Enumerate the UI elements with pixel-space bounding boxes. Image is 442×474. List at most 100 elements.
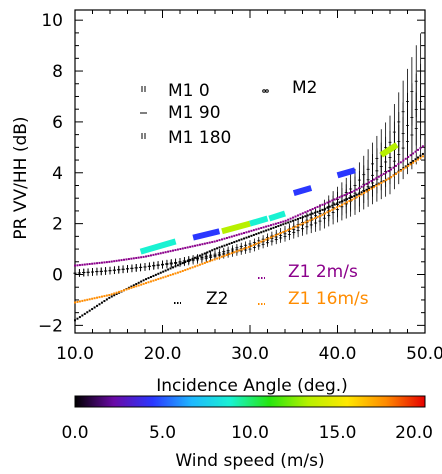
data-point [110,293,113,296]
data-point [412,161,415,164]
series-m1-90 [73,63,423,278]
data-point [201,253,204,256]
data-point [110,260,113,263]
data-point [137,256,140,259]
data-point [404,166,407,169]
data-point [279,224,282,227]
data-point [247,235,250,238]
data-point [198,263,201,266]
x-tick-label: 40.0 [319,344,357,364]
data-point [113,294,116,297]
data-point [392,166,395,169]
colorbar-title: Wind speed (m/s) [175,451,324,471]
data-point [221,245,223,248]
data-point [399,161,402,164]
data-point [355,193,358,196]
data-point [287,218,290,221]
data-point [206,251,209,254]
data-point [206,242,209,245]
colorbar-tick-label: 20.0 [395,423,433,443]
data-point [387,177,390,180]
data-point [314,211,317,214]
data-point [380,174,383,177]
data-point [74,319,76,322]
data-point [365,190,368,193]
data-point [164,269,167,272]
data-point [382,172,385,175]
data-point [81,299,84,302]
data-point [191,266,194,269]
data-point [272,223,275,226]
data-point [179,270,182,273]
data-point [257,232,260,235]
data-point [115,259,118,262]
data-point [262,226,265,229]
data-point [78,316,81,319]
data-point [353,194,356,197]
data-point [306,220,309,223]
data-point [174,249,177,252]
data-point [157,272,160,275]
data-point [208,250,211,253]
data-point [208,260,211,263]
data-point [319,209,321,212]
data-segment [379,142,399,158]
data-point [135,285,138,288]
data-segment [192,228,221,241]
data-point [105,294,108,297]
data-point [142,255,145,258]
data-point [419,156,422,159]
data-point [96,304,99,307]
data-point [93,297,96,300]
data-point [375,184,378,187]
data-point [186,268,189,271]
data-point [113,292,116,295]
data-point [230,241,233,244]
colorbar-tick-label: 15.0 [319,423,357,443]
data-point [370,186,373,189]
data-point [350,190,353,193]
data-point [81,314,84,317]
data-point [360,193,363,196]
data-point [223,244,226,247]
data-point [282,220,285,223]
data-point [100,301,103,304]
data-point [176,264,179,267]
data-point [145,278,148,281]
data-point [120,290,123,293]
data-point [316,205,319,208]
data-point [404,157,407,160]
data-point [304,221,307,224]
y-tick-label: 8 [52,62,63,82]
data-point [154,278,157,281]
data-point [211,259,214,262]
data-point [127,258,130,261]
colorbar-tick-label: 10.0 [231,423,269,443]
data-point [145,282,148,285]
data-point [123,258,125,261]
data-point [123,289,125,292]
data-point [323,202,326,205]
data-point [277,233,280,236]
data-point [343,202,346,205]
data-point [164,251,167,254]
data-point [76,300,79,303]
data-point [417,148,419,151]
data-point [407,156,410,159]
data-segment [336,167,356,179]
x-tick-label: 10.0 [56,344,94,364]
data-point [316,210,319,213]
data-point [321,213,324,216]
data-point [132,286,135,289]
data-point [309,209,312,212]
data-point [167,274,170,277]
data-segment [221,220,251,235]
data-point [331,204,334,207]
x-axis-title: Incidence Angle (deg.) [156,376,348,396]
data-point [108,260,111,263]
data-point [414,160,417,163]
data-point [292,219,295,222]
data-point [304,211,307,214]
data-point [399,169,402,172]
